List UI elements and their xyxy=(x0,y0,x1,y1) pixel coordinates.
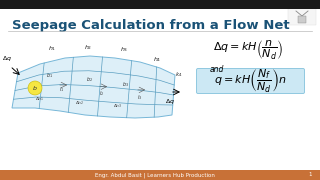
Text: $b$: $b$ xyxy=(32,84,38,92)
Text: $b_2$: $b_2$ xyxy=(85,76,92,84)
Text: $b_1$: $b_1$ xyxy=(45,71,52,80)
Text: $h_2$: $h_2$ xyxy=(84,43,92,52)
Bar xyxy=(0,0,320,9)
Text: $l_2$: $l_2$ xyxy=(100,89,105,98)
Text: $h_3$: $h_3$ xyxy=(120,45,128,54)
Text: $h_4$: $h_4$ xyxy=(153,55,161,64)
Text: $\Delta h_1$: $\Delta h_1$ xyxy=(35,95,45,103)
Text: Engr. Abdul Basit | Learners Hub Production: Engr. Abdul Basit | Learners Hub Product… xyxy=(95,172,215,178)
Text: 1: 1 xyxy=(308,172,312,177)
Text: $q = kH\left(\dfrac{N_f}{N_d}\right)n$: $q = kH\left(\dfrac{N_f}{N_d}\right)n$ xyxy=(214,68,286,94)
Polygon shape xyxy=(12,56,175,118)
Text: $l_1$: $l_1$ xyxy=(60,86,65,94)
Text: and: and xyxy=(210,64,224,73)
Circle shape xyxy=(28,81,42,95)
Text: $\Delta q = kH\left(\dfrac{n}{N_d}\right)$: $\Delta q = kH\left(\dfrac{n}{N_d}\right… xyxy=(213,38,283,62)
Text: $k_4$: $k_4$ xyxy=(175,71,182,79)
FancyBboxPatch shape xyxy=(196,69,305,93)
Bar xyxy=(298,16,306,23)
Bar xyxy=(288,3,316,25)
Text: Seepage Calculation from a Flow Net: Seepage Calculation from a Flow Net xyxy=(12,19,290,32)
Text: $\Delta q$: $\Delta q$ xyxy=(2,54,12,63)
Text: $\Delta q$: $\Delta q$ xyxy=(165,97,175,106)
Text: $h_1$: $h_1$ xyxy=(48,44,56,53)
Text: $b_3$: $b_3$ xyxy=(122,81,129,89)
Bar xyxy=(0,170,320,180)
Text: $\Delta h_3$: $\Delta h_3$ xyxy=(113,102,123,110)
Text: $\Delta h_2$: $\Delta h_2$ xyxy=(75,99,85,107)
Text: $l_3$: $l_3$ xyxy=(137,94,143,102)
